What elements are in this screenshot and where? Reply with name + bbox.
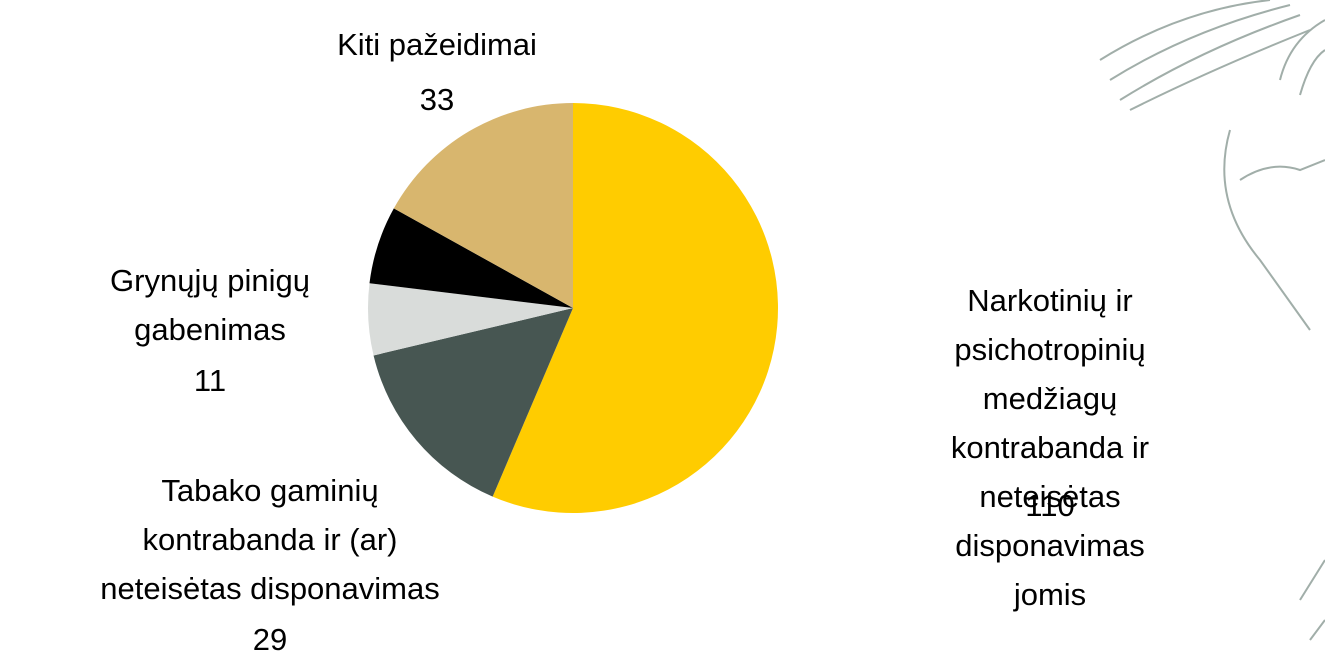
slice-label: Grynųjų pinigų gabenimas xyxy=(110,263,310,347)
value-label: 11 xyxy=(193,363,227,398)
pie-slice xyxy=(393,103,573,308)
pie-slice xyxy=(373,308,573,497)
background-emblem xyxy=(1099,0,1325,641)
value-label: 29 xyxy=(252,622,288,657)
pie xyxy=(368,103,778,513)
slice-label: Tabako gaminių kontrabanda ir (ar) netei… xyxy=(100,473,440,606)
pie-slice xyxy=(492,103,778,513)
slice-label: Narkotinių ir psichotropinių medžiagų ko… xyxy=(950,283,1150,612)
pie-slice xyxy=(369,208,573,308)
slice-label: Kiti pažeidimai xyxy=(337,27,537,62)
value-label: 33 xyxy=(419,82,455,117)
pie-slice xyxy=(368,283,573,356)
value-label: 110 xyxy=(1025,488,1075,523)
